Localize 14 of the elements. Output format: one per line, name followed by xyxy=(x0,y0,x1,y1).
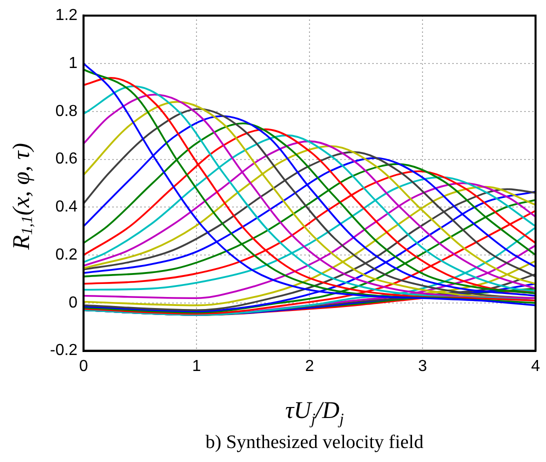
y-tick-label: 0 xyxy=(68,294,78,312)
y-tick-label: 1 xyxy=(68,54,78,72)
y-tick-label: 0.2 xyxy=(55,246,78,264)
x-tick-label: 3 xyxy=(418,358,428,375)
y-tick-label: 0.6 xyxy=(55,150,78,168)
y-tick-label: 0.4 xyxy=(55,198,78,216)
x-axis-title: τU$_{j}$/D$_{j}$ xyxy=(284,398,345,429)
x-tick-label: 4 xyxy=(531,358,540,375)
x-tick-label: 2 xyxy=(305,358,314,375)
y-tick-label: -0.2 xyxy=(50,342,78,360)
x-tick-label: 1 xyxy=(192,358,202,375)
y-tick-label: 0.8 xyxy=(55,102,78,120)
text: b) Synthesized velocity field xyxy=(204,432,424,454)
y-tick-label: 1.2 xyxy=(55,7,78,24)
